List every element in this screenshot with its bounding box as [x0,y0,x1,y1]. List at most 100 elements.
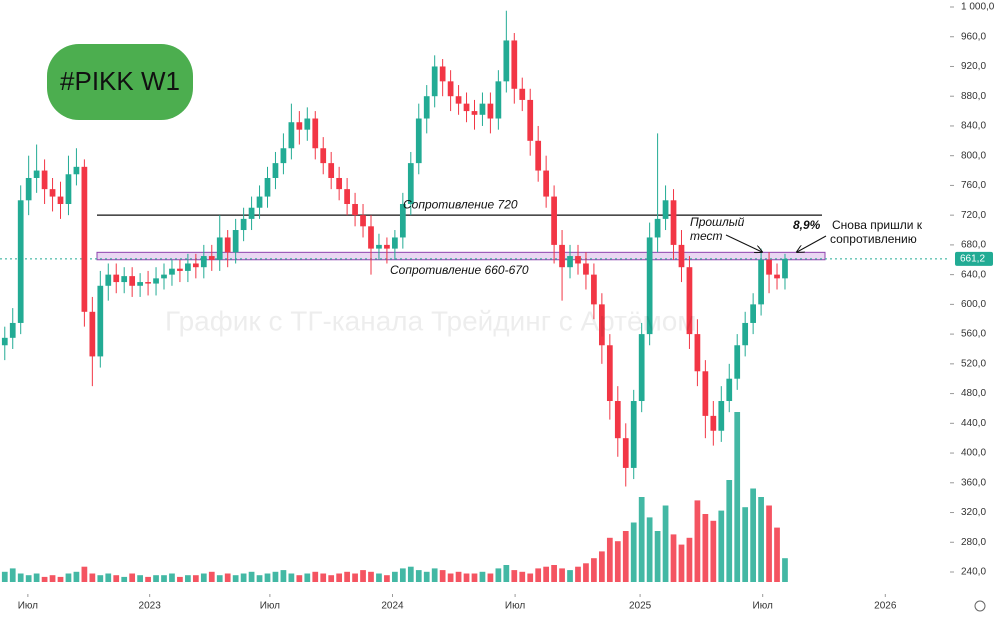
candle-body [224,237,231,253]
volume-bar [726,480,733,582]
volume-bar [376,573,382,582]
arrow [797,235,827,252]
candle-body [479,103,486,115]
candle-body [614,401,621,439]
volume-bar [137,575,143,582]
annotation: тест [690,229,723,243]
volume-bar [662,505,669,582]
candle-body [320,148,327,164]
annotation: 8,9% [793,218,821,232]
volume-bar [415,570,422,582]
x-tick-label: 2025 [629,601,652,612]
candle-body [57,196,64,205]
annotation: Прошлый [690,215,745,229]
y-tick-label: 1 000,0 [961,2,995,13]
candle-body [447,81,454,97]
candle-body [646,237,653,335]
candle-body [575,256,581,264]
volume-bar [670,534,677,582]
candle-body [718,401,725,431]
candle-body [630,401,637,468]
x-tick-label: 2024 [381,601,404,612]
volume-bar [161,575,167,582]
candle-body [344,189,350,205]
candle-body [169,268,175,275]
y-tick-label: 680,0 [961,240,986,251]
candle-body [81,166,88,312]
volume-bar [105,573,112,582]
volume-bar [17,573,24,582]
last-price-tag [955,251,993,266]
volume-bar [694,500,701,582]
volume-bar [1,571,8,582]
candle-body [192,263,199,268]
candle-body [121,276,128,283]
y-tick-label: 760,0 [961,180,986,191]
x-tick-label: Июл [18,601,38,612]
volume-bar [288,573,295,582]
volume-bar [177,576,183,582]
candle-body [328,163,335,178]
volume-bar [248,571,255,582]
volume-bar [551,565,557,582]
volume-bar [65,573,72,582]
candle-body [638,334,645,402]
y-tick-label: 640,0 [961,269,986,280]
candle-body [774,274,780,279]
volume-bar [312,571,319,582]
volume-bar [535,568,542,582]
volume-bar [774,527,780,582]
volume-bar [169,573,175,582]
settings-icon[interactable] [974,600,986,612]
volume-bar [622,531,629,582]
y-tick-label: 880,0 [961,91,986,102]
candle-body [17,200,24,323]
candle-body [256,196,263,208]
candle-body [216,237,223,260]
candle-body [710,415,717,431]
candle-body [591,274,597,305]
volume-bar [519,571,526,582]
volume-bar [718,510,725,582]
volume-bar [129,573,136,582]
volume-bar [328,575,335,582]
candle-body [551,196,557,245]
candle-body [264,177,271,197]
volume-bar [599,551,605,582]
volume-bar [455,571,462,582]
candle-body [73,166,80,175]
candle-body [750,304,756,323]
volume-bar [89,573,96,582]
candle-body [599,304,605,346]
candle-body [113,274,120,283]
volume-bar [153,575,159,582]
candle-body [726,378,733,402]
volume-bar [447,573,454,582]
candle-body [185,263,191,271]
y-tick-label: 440,0 [961,418,986,429]
volume-bar [495,568,502,582]
watermark: График с ТГ-канала Трейдинг с Артёмом [165,305,697,336]
y-tick-label: 360,0 [961,477,986,488]
volume-bar [583,563,589,582]
candle-body [399,204,406,238]
volume-bar [73,571,80,582]
y-tick-label: 920,0 [961,61,986,72]
candle-body [352,204,358,216]
volume-bar [9,568,16,582]
candle-body [471,111,478,115]
candle-body [423,96,430,119]
y-tick-label: 960,0 [961,31,986,42]
candle-body [567,256,573,268]
volume-bar [471,573,478,582]
arrow [725,234,762,252]
volume-bar [33,573,40,582]
volume-bar [734,412,741,582]
y-tick-label: 320,0 [961,507,986,518]
annotation: Снова пришли к [832,218,923,232]
volume-bar [208,571,215,582]
y-tick-label: 800,0 [961,150,986,161]
volume-bar [97,575,104,582]
candle-body [137,282,143,286]
